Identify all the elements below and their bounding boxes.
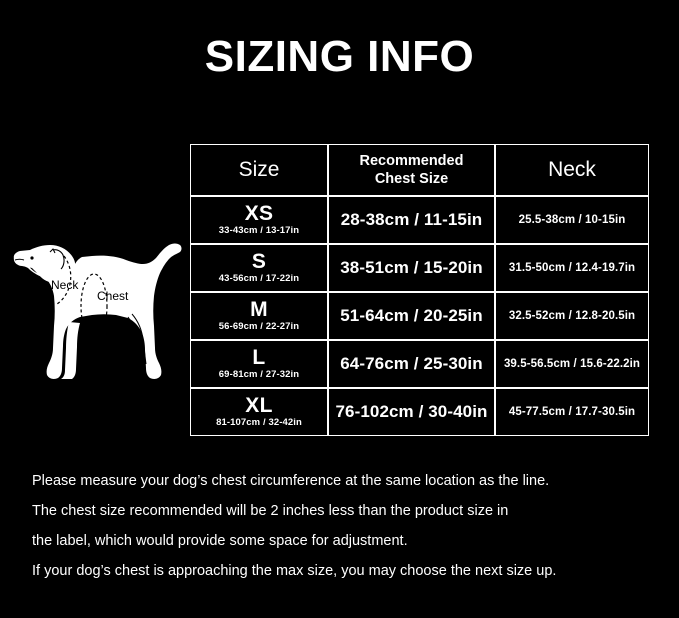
chest-range: 64-76cm / 25-30in (340, 354, 483, 373)
size-name: M (250, 298, 268, 322)
header-neck-label: Neck (548, 157, 596, 181)
header-cell-size: Size (190, 144, 328, 196)
sizing-table-wrapper: Size Recommended Chest Size Neck XS 33-4… (190, 144, 649, 436)
dog-chest-label: Chest (97, 289, 129, 303)
cell-chest-xs: 28-38cm / 11-15in (328, 196, 495, 244)
cell-neck-m: 32.5-52cm / 12.8-20.5in (495, 292, 649, 340)
neck-range: 45-77.5cm / 17.7-30.5in (508, 406, 636, 418)
cell-size-l: L 69-81cm / 27-32in (190, 340, 328, 388)
note-line: the label, which would provide some spac… (32, 533, 408, 549)
neck-range: 25.5-38cm / 10-15in (518, 214, 626, 226)
header-chest-label-line2: Chest Size (374, 171, 449, 187)
note-line: The chest size recommended will be 2 inc… (32, 503, 509, 519)
cell-size-xl: XL 81-107cm / 32-42in (190, 388, 328, 436)
size-name: S (251, 250, 267, 274)
table-row: M 56-69cm / 22-27in 51-64cm / 20-25in 32… (190, 292, 649, 340)
table-row: XS 33-43cm / 13-17in 28-38cm / 11-15in 2… (190, 196, 649, 244)
dog-eye (30, 256, 34, 260)
cell-size-m: M 56-69cm / 22-27in (190, 292, 328, 340)
cell-neck-xs: 25.5-38cm / 10-15in (495, 196, 649, 244)
neck-range: 32.5-52cm / 12.8-20.5in (508, 310, 636, 322)
sizing-table: Size Recommended Chest Size Neck XS 33-4… (190, 144, 649, 436)
dog-neck-label: Neck (51, 278, 79, 292)
table-row: L 69-81cm / 27-32in 64-76cm / 25-30in 39… (190, 340, 649, 388)
cell-size-s: S 43-56cm / 17-22in (190, 244, 328, 292)
size-name: L (252, 346, 266, 370)
table-row: XL 81-107cm / 32-42in 76-102cm / 30-40in… (190, 388, 649, 436)
neck-range: 31.5-50cm / 12.4-19.7in (508, 262, 636, 274)
size-name: XS (244, 202, 274, 226)
cell-chest-s: 38-51cm / 15-20in (328, 244, 495, 292)
header-chest-label-line1: Recommended (359, 152, 464, 169)
cell-chest-m: 51-64cm / 20-25in (328, 292, 495, 340)
chest-range: 28-38cm / 11-15in (340, 210, 483, 229)
cell-chest-xl: 76-102cm / 30-40in (328, 388, 495, 436)
size-range: 81-107cm / 32-42in (216, 417, 302, 429)
neck-range: 39.5-56.5cm / 15.6-22.2in (503, 358, 641, 370)
header-cell-chest: Recommended Chest Size (328, 144, 495, 196)
dog-illustration (12, 222, 192, 412)
header-size-label: Size (238, 157, 280, 181)
chest-range: 38-51cm / 15-20in (340, 258, 483, 277)
chest-range: 76-102cm / 30-40in (335, 402, 488, 421)
chest-measure-line (80, 273, 108, 339)
header-cell-neck: Neck (495, 144, 649, 196)
size-name: XL (245, 394, 273, 418)
size-range: 56-69cm / 22-27in (218, 321, 300, 333)
neck-measure-line (56, 255, 72, 305)
cell-chest-l: 64-76cm / 25-30in (328, 340, 495, 388)
table-row: S 43-56cm / 17-22in 38-51cm / 15-20in 31… (190, 244, 649, 292)
size-range: 69-81cm / 27-32in (218, 369, 300, 381)
note-line: If your dog’s chest is approaching the m… (32, 563, 557, 579)
note-line: Please measure your dog’s chest circumfe… (32, 473, 550, 489)
chest-range: 51-64cm / 20-25in (340, 306, 483, 325)
dog-silhouette-svg (13, 243, 182, 379)
table-header-row: Size Recommended Chest Size Neck (190, 144, 649, 196)
cell-neck-xl: 45-77.5cm / 17.7-30.5in (495, 388, 649, 436)
cell-neck-l: 39.5-56.5cm / 15.6-22.2in (495, 340, 649, 388)
sizing-notes: Please measure your dog’s chest circumfe… (32, 466, 652, 586)
cell-neck-s: 31.5-50cm / 12.4-19.7in (495, 244, 649, 292)
cell-size-xs: XS 33-43cm / 13-17in (190, 196, 328, 244)
page-title: SIZING INFO (204, 32, 475, 81)
size-range: 33-43cm / 13-17in (218, 225, 300, 237)
size-range: 43-56cm / 17-22in (218, 273, 300, 285)
